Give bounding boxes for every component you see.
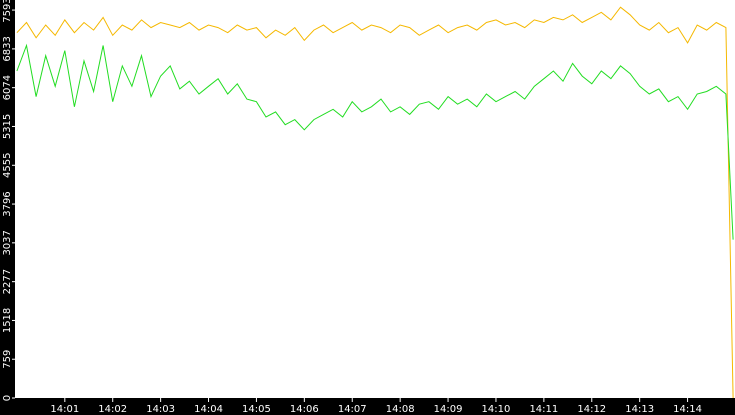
x-tick-label: 14:14 xyxy=(673,404,702,415)
y-tick-label: 5315 xyxy=(2,114,13,139)
y-tick-label: 0 xyxy=(2,395,13,401)
series-line xyxy=(16,6,734,399)
y-tick-label: 759 xyxy=(2,350,13,369)
y-tick-label: 6833 xyxy=(2,36,13,61)
x-tick-label: 14:02 xyxy=(98,404,127,415)
x-tick-label: 14:04 xyxy=(194,404,223,415)
y-tick-label: 3037 xyxy=(2,230,13,255)
y-tick-label: 4555 xyxy=(2,153,13,178)
x-tick-label: 14:07 xyxy=(338,404,367,415)
x-tick-label: 14:01 xyxy=(50,404,79,415)
x-tick-label: 14:03 xyxy=(146,404,175,415)
y-tick-label: 6074 xyxy=(2,75,13,100)
x-tick-label: 14:08 xyxy=(386,404,415,415)
x-tick-label: 14:05 xyxy=(242,404,271,415)
series-line xyxy=(16,43,734,240)
x-tick-label: 14:10 xyxy=(482,404,511,415)
y-tick-label: 3796 xyxy=(2,191,13,216)
y-tick-label: 7593 xyxy=(2,0,13,23)
plot-area xyxy=(15,0,735,398)
x-tick-label: 14:11 xyxy=(529,404,558,415)
y-tick-label: 2277 xyxy=(2,269,13,294)
x-tick-label: 14:09 xyxy=(434,404,463,415)
y-tick-label: 1518 xyxy=(2,308,13,333)
x-tick-label: 14:12 xyxy=(577,404,606,415)
x-tick-label: 14:13 xyxy=(625,404,654,415)
x-tick-label: 14:06 xyxy=(290,404,319,415)
